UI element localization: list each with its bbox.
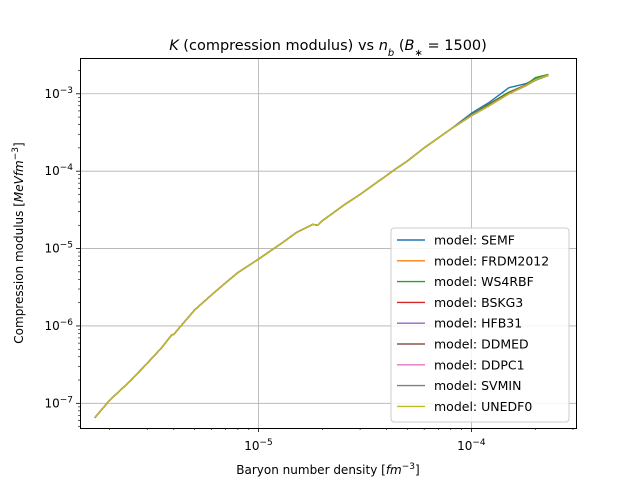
y-tick-label: 10−7	[44, 395, 73, 410]
legend-label-frdm2012: model: FRDM2012	[434, 253, 549, 268]
y-tick-label: 10−5	[44, 241, 73, 256]
plot-area	[94, 73, 549, 419]
legend-label-svmin: model: SVMIN	[434, 378, 521, 393]
axes-frame	[80, 58, 577, 429]
legend-label-bskg3: model: BSKG3	[434, 295, 523, 310]
y-axis-label: Compression modulus [MeVfm−3]	[11, 142, 26, 343]
axis-ticks: 10−5 10−4 10−7 10−6 10−5 10−4 10−3	[44, 70, 574, 453]
legend-label-unedf0: model: UNEDF0	[434, 399, 532, 414]
legend-label-semf: model: SEMF	[434, 233, 515, 248]
series-line-unedf0	[94, 74, 549, 419]
legend-label-ddmed: model: DDMED	[434, 337, 529, 352]
legend-label-hfb31: model: HFB31	[434, 316, 522, 331]
chart-title: K (compression modulus) vs nb (B∗ = 1500…	[169, 38, 487, 59]
legend-label-ws4rbf: model: WS4RBF	[434, 274, 534, 289]
legend: model: SEMF model: FRDM2012 model: WS4RBF m…	[390, 227, 570, 423]
x-tick-label: 10−4	[457, 438, 486, 453]
legend-box	[390, 227, 570, 423]
legend-label-ddpc1: model: DDPC1	[434, 357, 525, 372]
y-tick-label: 10−3	[44, 86, 73, 101]
x-axis-label: Baryon number density [fm−3]	[236, 462, 419, 477]
y-tick-label: 10−4	[44, 163, 73, 178]
y-tick-label: 10−6	[44, 318, 73, 333]
series-lines	[94, 73, 549, 419]
x-tick-label: 10−5	[244, 438, 273, 453]
